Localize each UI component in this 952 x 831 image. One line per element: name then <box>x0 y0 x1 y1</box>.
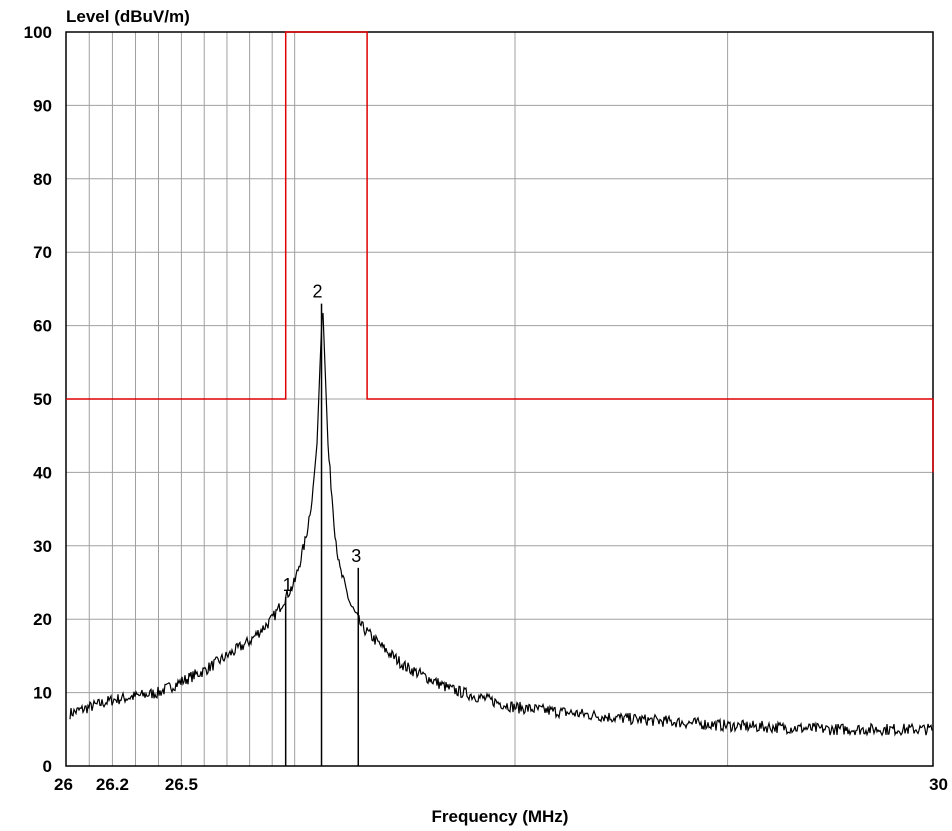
y-axis-label: Level (dBuV/m) <box>66 7 190 26</box>
marker-label-1: 1 <box>283 575 293 595</box>
y-tick-label-7: 70 <box>33 243 52 262</box>
limit-layer <box>66 31 934 473</box>
limit-line <box>66 31 934 473</box>
x-axis-label: Frequency (MHz) <box>432 807 569 826</box>
x-tick-labels: 26 26.2 26.5 30 <box>54 775 948 794</box>
x-tick-label-0: 26 <box>54 775 73 794</box>
x-tick-label-2: 26.5 <box>165 775 198 794</box>
y-tick-label-3: 30 <box>33 537 52 556</box>
y-tick-label-0: 0 <box>43 757 52 776</box>
y-tick-labels: 0 10 20 30 40 50 60 70 80 90 100 <box>24 23 52 776</box>
markers-layer: 1 2 3 <box>283 282 361 766</box>
y-tick-label-6: 60 <box>33 317 52 336</box>
measurement-trace <box>69 312 933 737</box>
y-tick-label-5: 50 <box>33 390 52 409</box>
x-tick-label-3: 30 <box>929 775 948 794</box>
y-tick-label-9: 90 <box>33 96 52 115</box>
y-tick-label-10: 100 <box>24 23 52 42</box>
marker-label-3: 3 <box>351 546 361 566</box>
data-layer <box>69 312 933 737</box>
y-tick-label-4: 40 <box>33 463 52 482</box>
marker-label-2: 2 <box>313 282 323 302</box>
x-tick-label-1: 26.2 <box>96 775 129 794</box>
y-tick-label-8: 80 <box>33 170 52 189</box>
y-tick-label-1: 10 <box>33 684 52 703</box>
y-tick-label-2: 20 <box>33 610 52 629</box>
